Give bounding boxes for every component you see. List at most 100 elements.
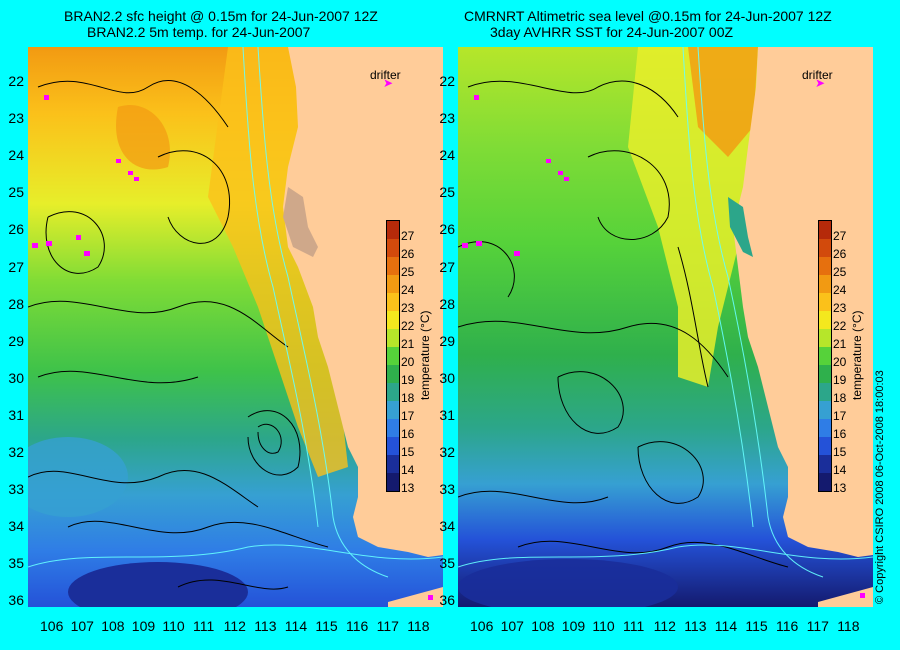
- colorbar-swatch: [819, 455, 831, 473]
- latitude-tick-label: 32: [8, 444, 24, 460]
- colorbar-swatch: [387, 293, 399, 311]
- right-title-line2: 3day AVHRR SST for 24-Jun-2007 00Z: [490, 24, 734, 40]
- colorbar-swatch: [819, 473, 831, 491]
- longitude-tick-label: 114: [714, 618, 738, 634]
- latitude-tick-label: 24: [439, 147, 455, 164]
- latitude-tick-label: 31: [8, 406, 24, 423]
- longitude-tick-label: 118: [407, 618, 430, 634]
- latitude-tick-label: 34: [8, 518, 24, 535]
- latitude-tick-label: 33: [439, 481, 455, 498]
- longitude-tick-label: 112: [223, 618, 246, 634]
- colorbar-tick-label: 17: [833, 409, 847, 423]
- colorbar-swatch: [819, 221, 831, 239]
- colorbar-swatch: [819, 347, 831, 365]
- colorbar-swatch: [819, 311, 831, 329]
- latitude-tick-label: 26: [439, 221, 455, 238]
- right-map-panel: [458, 47, 873, 607]
- colorbar-swatch: [387, 239, 399, 257]
- colorbar-swatch: [387, 221, 399, 239]
- colorbar-tick-label: 18: [401, 391, 415, 405]
- longitude-tick-label: 107: [500, 618, 524, 634]
- longitude-tick-label: 113: [254, 618, 277, 634]
- left-map: [28, 47, 443, 607]
- colorbar-swatch: [819, 257, 831, 275]
- colorbar-tick-label: 24: [833, 283, 847, 297]
- longitude-tick-label: 117: [806, 618, 829, 634]
- longitude-tick-label: 117: [376, 618, 399, 634]
- colorbar-swatch: [387, 419, 399, 437]
- longitude-tick-label: 109: [131, 618, 156, 634]
- colorbar-tick-label: 19: [833, 373, 847, 387]
- latitude-tick-label: 34: [439, 518, 455, 535]
- colorbar-tick-label: 14: [833, 463, 847, 477]
- left-drifter-label: drifter: [370, 68, 401, 82]
- longitude-tick-label: 108: [101, 618, 125, 634]
- left-title-line1: BRAN2.2 sfc height @ 0.15m for 24-Jun-20…: [64, 8, 378, 24]
- colorbar-tick-label: 18: [833, 391, 847, 405]
- longitude-tick-label: 112: [653, 618, 676, 634]
- colorbar-tick-label: 23: [401, 301, 415, 315]
- left-colorbar-title: temperature (°C): [418, 310, 432, 401]
- longitude-tick-label: 115: [315, 618, 338, 634]
- latitude-tick-label: 23: [8, 110, 24, 127]
- right-drifter-label: drifter: [802, 68, 833, 82]
- colorbar-swatch: [387, 455, 399, 473]
- longitude-tick-label: 109: [561, 618, 586, 634]
- colorbar-tick-label: 19: [401, 373, 415, 387]
- colorbar-tick-label: 17: [401, 409, 415, 423]
- colorbar-swatch: [819, 239, 831, 257]
- latitude-tick-label: 23: [439, 110, 455, 127]
- longitude-tick-label: 116: [776, 618, 799, 634]
- latitude-tick-label: 25: [8, 184, 24, 201]
- colorbar-tick-label: 27: [401, 229, 415, 243]
- colorbar-swatch: [819, 275, 831, 293]
- latitude-tick-label: 25: [439, 184, 455, 201]
- colorbar-swatch: [387, 329, 399, 347]
- colorbar-tick-label: 26: [833, 247, 847, 261]
- latitude-tick-label: 31: [439, 406, 455, 423]
- copyright-text: © Copyright CSIRO 2008 06-Oct-2008 18:00…: [874, 370, 886, 604]
- longitude-tick-label: 107: [70, 618, 94, 634]
- colorbar-tick-label: 26: [401, 247, 415, 261]
- colorbar-tick-label: 22: [833, 319, 847, 333]
- colorbar-swatch: [819, 401, 831, 419]
- colorbar-swatch: [819, 365, 831, 383]
- latitude-tick-label: 29: [439, 332, 455, 349]
- left-map-panel: [28, 47, 443, 607]
- colorbar-swatch: [819, 437, 831, 455]
- colorbar-swatch: [387, 473, 399, 491]
- colorbar-tick-label: 24: [401, 283, 415, 297]
- colorbar-swatch: [387, 275, 399, 293]
- colorbar-swatch: [387, 347, 399, 365]
- colorbar-swatch: [387, 383, 399, 401]
- latitude-tick-label: 36: [8, 592, 24, 609]
- longitude-tick-label: 115: [745, 618, 768, 634]
- latitude-tick-label: 29: [8, 332, 24, 349]
- latitude-tick-label: 36: [439, 592, 455, 609]
- colorbar-swatch: [819, 329, 831, 347]
- colorbar-tick-label: 14: [401, 463, 415, 477]
- left-drifter-arrow-icon: ➤: [383, 76, 394, 90]
- colorbar-tick-label: 21: [401, 337, 415, 351]
- colorbar-tick-label: 16: [401, 427, 415, 441]
- colorbar-tick-label: 20: [401, 355, 415, 369]
- right-colorbar-title: temperature (°C): [850, 310, 864, 401]
- latitude-tick-label: 33: [8, 481, 24, 498]
- left-colorbar: [386, 220, 400, 492]
- colorbar-tick-label: 13: [401, 481, 415, 495]
- latitude-tick-label: 22: [8, 73, 24, 89]
- latitude-tick-label: 35: [439, 555, 455, 572]
- longitude-tick-label: 111: [193, 618, 215, 634]
- colorbar-tick-label: 25: [833, 265, 847, 279]
- latitude-tick-label: 27: [439, 258, 455, 275]
- longitude-tick-label: 108: [531, 618, 555, 634]
- latitude-tick-label: 28: [8, 295, 24, 312]
- latitude-tick-label: 32: [439, 444, 455, 460]
- longitude-tick-label: 114: [284, 618, 308, 634]
- colorbar-tick-label: 23: [833, 301, 847, 315]
- colorbar-tick-label: 22: [401, 319, 415, 333]
- colorbar-swatch: [387, 311, 399, 329]
- colorbar-swatch: [387, 401, 399, 419]
- latitude-tick-label: 30: [8, 369, 24, 386]
- longitude-tick-label: 113: [684, 618, 707, 634]
